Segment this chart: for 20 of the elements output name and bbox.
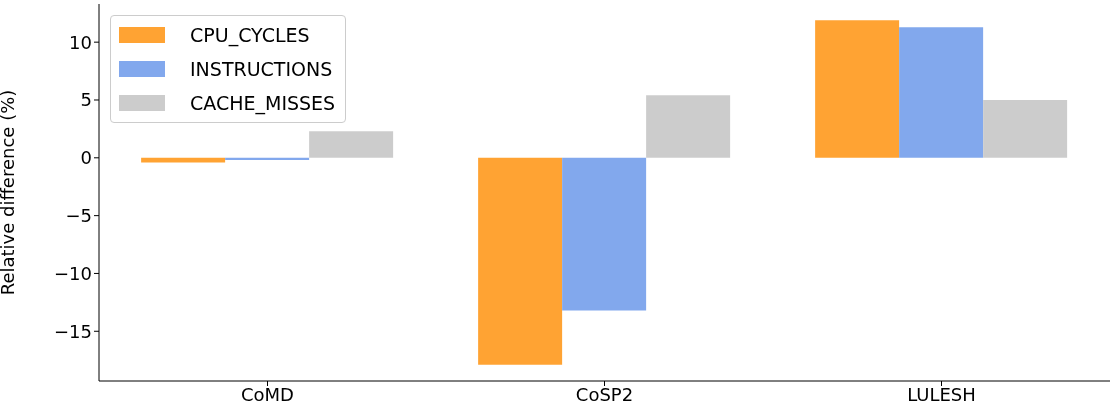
- bar: [478, 157, 563, 365]
- y-tick-label: 5: [80, 89, 92, 111]
- y-axis-title: Relative difference (%): [0, 89, 19, 296]
- bar: [309, 131, 394, 158]
- x-tick-label: CoMD: [241, 383, 294, 405]
- y-tick-label: 10: [69, 31, 92, 53]
- x-tick-label: CoSP2: [575, 383, 634, 405]
- y-tick-label: −5: [65, 205, 92, 227]
- legend-label: INSTRUCTIONS: [190, 58, 333, 80]
- y-tick-label: 0: [80, 147, 92, 169]
- bar: [646, 95, 731, 158]
- bar: [815, 20, 900, 158]
- legend-label: CACHE_MISSES: [190, 92, 336, 114]
- bar: [562, 157, 647, 311]
- bar: [899, 27, 984, 158]
- y-tick-label: −10: [54, 262, 92, 284]
- x-tick-label: LULESH: [907, 383, 976, 405]
- bar: [983, 99, 1068, 158]
- y-tick-label: −15: [54, 320, 92, 342]
- legend-label: CPU_CYCLES: [190, 24, 310, 46]
